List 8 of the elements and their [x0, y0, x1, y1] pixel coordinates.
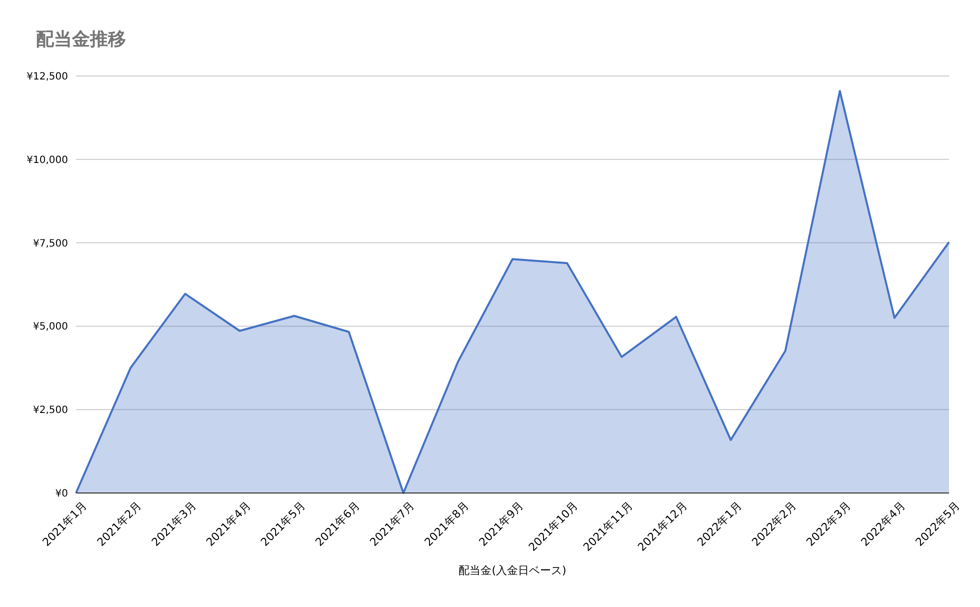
y-tick-label: ¥10,000: [26, 154, 68, 166]
y-tick-label: ¥0: [55, 488, 68, 500]
y-tick-label: ¥7,500: [33, 238, 68, 250]
y-tick-label: ¥5,000: [33, 322, 68, 333]
chart-title: 配当金推移: [36, 29, 126, 50]
x-axis-title: 配当金(入金日ベース): [458, 564, 566, 577]
y-tick-label: ¥2,500: [33, 405, 68, 416]
y-tick-label: ¥12,500: [26, 72, 68, 82]
